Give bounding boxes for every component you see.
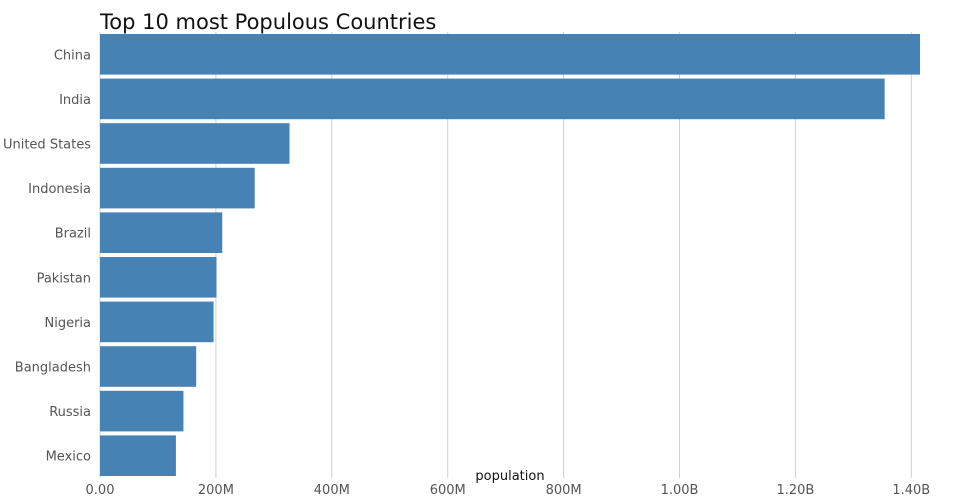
category-label: China [54,48,91,63]
x-tick-label: 1.40B [892,483,930,498]
x-tick-labels: 0.00 200M 400M 600M 800M 1.00B 1.20B 1.40B [86,483,931,498]
category-labels: China India United States Indonesia Brazil Pa… [3,48,91,464]
category-label: Indonesia [28,182,91,197]
x-tick-label: 0.00 [86,483,115,498]
x-tick-label: 600M [430,483,466,498]
category-label: Brazil [55,227,91,242]
bars [100,34,920,476]
category-label: India [59,93,91,108]
bar-china [100,34,920,75]
x-tick-label: 400M [314,483,350,498]
bar-india [100,78,885,120]
x-tick-label: 1.00B [661,483,699,498]
x-tick-label: 1.20B [776,483,814,498]
category-label: Bangladesh [15,361,91,376]
bar-mexico [100,435,176,476]
category-label: Russia [49,405,91,420]
category-label: Mexico [46,450,91,465]
bar-nigeria [100,301,214,343]
bar-united-states [100,123,290,164]
x-axis-label: population [475,469,544,484]
category-label: Nigeria [44,316,91,331]
category-label: Pakistan [37,271,91,286]
bar-brazil [100,212,223,253]
category-label: United States [3,138,91,153]
bar-bangladesh [100,346,197,387]
x-tick-label: 200M [198,483,234,498]
x-tick-label: 800M [546,483,582,498]
chart-title: Top 10 most Populous Countries [99,10,436,34]
bar-indonesia [100,167,255,209]
bar-pakistan [100,257,217,298]
bar-russia [100,390,184,432]
